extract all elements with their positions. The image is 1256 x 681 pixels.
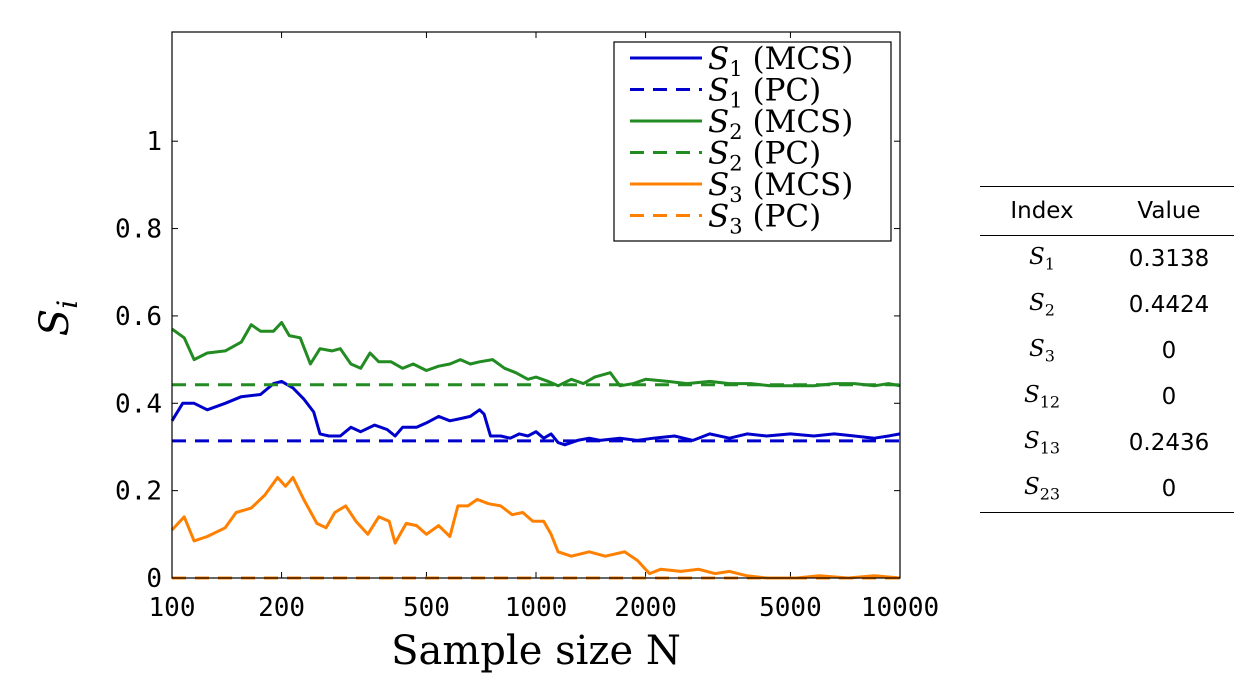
table-row: S3 0 (980, 328, 1234, 374)
x-tick-label: 200 (258, 593, 305, 623)
x-tick-label: 500 (403, 593, 450, 623)
index-cell: S2 (1029, 290, 1055, 320)
table-row: S13 0.2436 (980, 420, 1234, 466)
axis-ticks: 100 200 500 1000 2000 5000 10000 0 0.2 0.4 0.6 0.8 1 (115, 32, 939, 623)
value-cell: 0 (1104, 466, 1234, 513)
index-cell: S3 (1029, 336, 1055, 366)
series-line (170, 476, 901, 580)
y-tick-label: 0 (146, 564, 162, 594)
x-tick-label: 100 (149, 593, 196, 623)
y-tick-label: 0.2 (115, 477, 162, 507)
value-cell: 0.4424 (1128, 292, 1210, 318)
plot-frame (171, 31, 901, 579)
table-row: S1 0.3138 (980, 236, 1234, 283)
y-tick-label: 1 (146, 127, 162, 157)
series-line (170, 379, 901, 447)
index-cell: S1 (1029, 244, 1055, 274)
index-cell: S23 (980, 466, 1104, 513)
value-cell: 0 (1161, 338, 1177, 364)
x-tick-label: 10000 (861, 593, 939, 623)
y-axis-label: Si (32, 300, 84, 336)
value-cell: 0.3138 (1128, 246, 1210, 272)
series-lines (170, 321, 901, 580)
legend-label: S3 (PC) (708, 199, 821, 239)
table-row: S23 0 (980, 466, 1234, 513)
value-column-header: Value (1104, 186, 1234, 236)
sobol-index-table: Index Value S1 0.3138 S2 0.4424 S3 0 S12 0 S13 0.… (980, 186, 1234, 513)
value-cell: 0.2436 (1128, 430, 1210, 456)
legend-label: S1 (MCS) (708, 41, 853, 81)
sensitivity-chart: 100 200 500 1000 2000 5000 1000000.20.40.60.81… (32, 31, 939, 674)
x-axis-label: Sample size N (391, 628, 681, 674)
index-column-header: Index (980, 186, 1104, 236)
y-tick-label: 0.8 (115, 215, 162, 245)
x-tick-label: 5000 (759, 593, 822, 623)
index-cell: S12 (1023, 382, 1061, 412)
x-tick-label: 1000 (505, 593, 568, 623)
legend-label: S3 (MCS) (708, 167, 853, 207)
value-cell: 0 (1161, 384, 1177, 410)
table-row: S2 0.4424 (980, 282, 1234, 328)
y-tick-label: 0.4 (115, 389, 162, 419)
legend: S1 (MCS)S1 (PC)S2 (MCS)S2 (PC)S3 (MCS)S3… (613, 41, 892, 242)
series-line (171, 321, 901, 388)
y-tick-label: 0.6 (115, 302, 162, 332)
x-tick-label: 2000 (614, 593, 677, 623)
legend-label: S1 (PC) (708, 73, 821, 113)
legend-label: S2 (PC) (708, 136, 821, 176)
table-header-row: Index Value (980, 186, 1234, 236)
legend-box (613, 41, 892, 242)
legend-label: S2 (MCS) (708, 104, 853, 144)
index-cell: S13 (1023, 428, 1061, 458)
table-body: S1 0.3138 S2 0.4424 S3 0 S12 0 S13 0.2436 S23 0 (980, 236, 1234, 513)
table-row: S12 0 (980, 374, 1234, 420)
